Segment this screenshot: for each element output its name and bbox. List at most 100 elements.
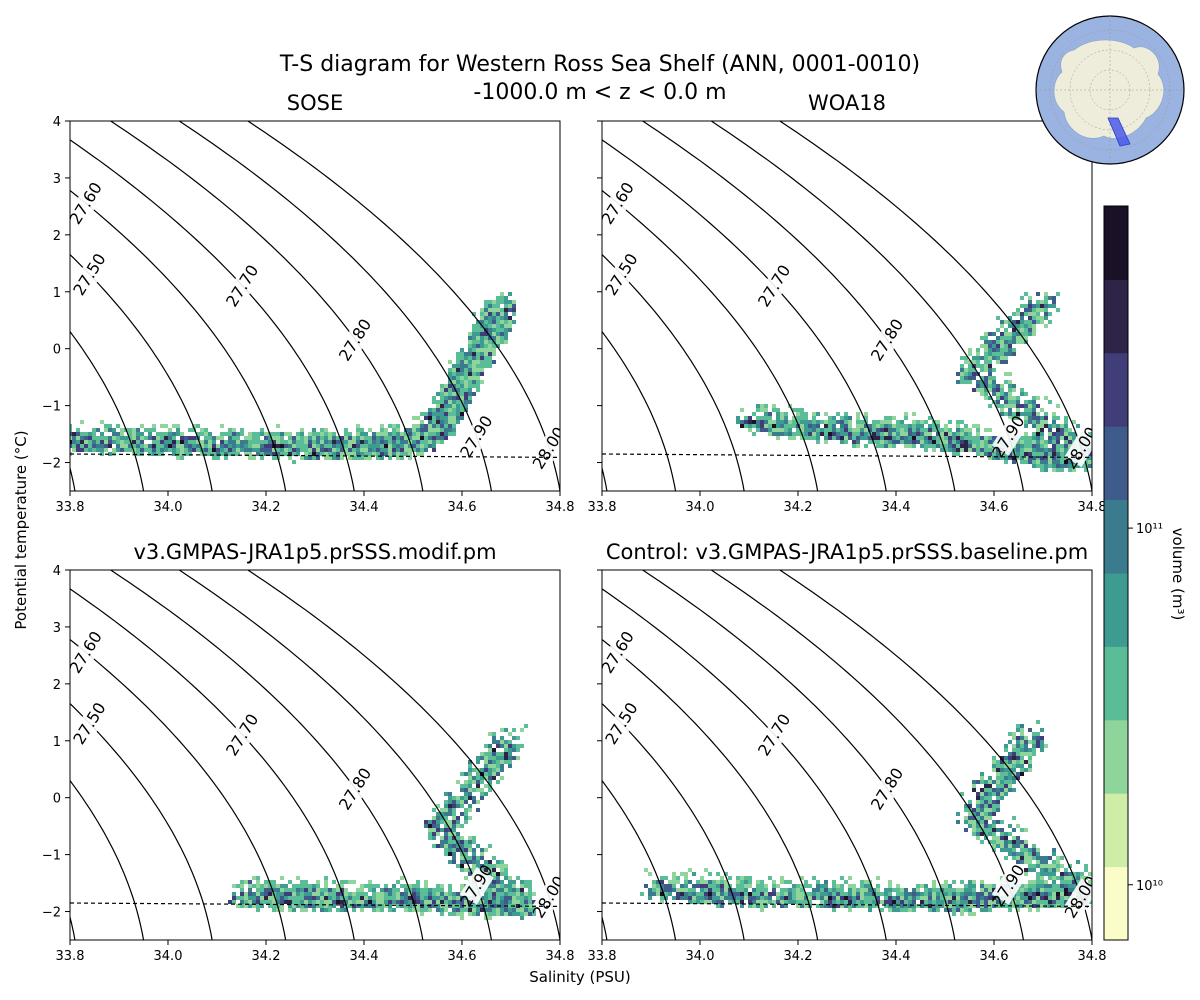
heatmap-cell (164, 440, 168, 444)
heatmap-cell (844, 428, 848, 432)
heatmap-cell (204, 448, 208, 452)
heatmap-cell (70, 440, 72, 444)
heatmap-cell (440, 416, 444, 420)
heatmap-cell (356, 428, 360, 432)
heatmap-cell (484, 300, 488, 304)
heatmap-cell (120, 432, 124, 436)
heatmap-cell (152, 440, 156, 444)
heatmap-cell (308, 452, 312, 456)
heatmap-cell (428, 420, 432, 424)
heatmap-cell (908, 424, 912, 428)
heatmap-cell (796, 424, 800, 428)
heatmap-cell (508, 308, 512, 312)
heatmap-cell (908, 436, 912, 440)
heatmap-cell (496, 340, 500, 344)
heatmap-cell (928, 440, 932, 444)
heatmap-cell (932, 448, 936, 452)
heatmap-cell (188, 448, 192, 452)
heatmap-cell (860, 432, 864, 436)
heatmap-cell (240, 432, 244, 436)
heatmap-cell (988, 444, 992, 448)
heatmap-cell (880, 428, 884, 432)
heatmap-cell (812, 420, 816, 424)
heatmap-cell (304, 444, 308, 448)
heatmap-cell (476, 368, 480, 372)
heatmap-cell (416, 440, 420, 444)
heatmap-cell (372, 432, 376, 436)
heatmap-cell (336, 444, 340, 448)
heatmap-cell (756, 420, 760, 424)
heatmap-cell (784, 416, 788, 420)
heatmap-cell (356, 448, 360, 452)
y-tick-label: 0 (53, 343, 61, 358)
heatmap-cell (968, 440, 972, 444)
heatmap-cell (188, 428, 192, 432)
heatmap-cell (132, 436, 136, 440)
heatmap-cell (1040, 440, 1044, 444)
heatmap-cell (156, 440, 160, 444)
heatmap-cell (316, 448, 320, 452)
heatmap-cell (452, 432, 456, 436)
heatmap-cell (344, 444, 348, 448)
heatmap-cell (972, 424, 976, 428)
heatmap-cell (356, 440, 360, 444)
heatmap-cell (1052, 452, 1056, 456)
heatmap-cell (948, 432, 952, 436)
heatmap-cell (332, 456, 336, 460)
heatmap-cell (328, 444, 332, 448)
heatmap-cell (456, 352, 460, 356)
heatmap-cell (276, 444, 280, 448)
heatmap-cell (148, 428, 152, 432)
heatmap-cell (284, 432, 288, 436)
heatmap-cell (464, 368, 468, 372)
heatmap-cell (812, 428, 816, 432)
heatmap-cell (376, 440, 380, 444)
heatmap-cell (876, 420, 880, 424)
heatmap-cell (472, 364, 476, 368)
heatmap-cell (800, 436, 804, 440)
heatmap-cell (872, 436, 876, 440)
heatmap-cell (868, 428, 872, 432)
heatmap-cell (456, 404, 460, 408)
heatmap-cell (392, 432, 396, 436)
heatmap-cell (484, 316, 488, 320)
heatmap-cell (1060, 468, 1064, 472)
heatmap-cell (384, 444, 388, 448)
freezing-line (70, 453, 560, 459)
heatmap-cell (496, 316, 500, 320)
heatmap-cell (444, 416, 448, 420)
heatmap-cell (872, 420, 876, 424)
heatmap-cell (436, 424, 440, 428)
heatmap-cell (296, 444, 300, 448)
contour-label: 27.70 (222, 261, 262, 310)
heatmap-cell (860, 436, 864, 440)
heatmap-cell (380, 436, 384, 440)
heatmap-cell (436, 392, 440, 396)
heatmap-cell (828, 432, 832, 436)
heatmap-cell (772, 404, 776, 408)
heatmap-cell (948, 436, 952, 440)
heatmap-cell (508, 292, 512, 296)
heatmap-cell (848, 420, 852, 424)
heatmap-cell (824, 436, 828, 440)
heatmap-cell (872, 424, 876, 428)
heatmap-cell (740, 420, 744, 424)
heatmap-cell (812, 412, 816, 416)
heatmap-cell (1036, 452, 1040, 456)
heatmap-cell (240, 440, 244, 444)
heatmap-cell (224, 440, 228, 444)
heatmap-cell (164, 436, 168, 440)
heatmap-cell (308, 448, 312, 452)
heatmap-cell (392, 428, 396, 432)
heatmap-cell (72, 448, 76, 452)
heatmap-cell (1040, 448, 1044, 452)
heatmap-cell (320, 444, 324, 448)
heatmap-cell (300, 448, 304, 452)
heatmap-cell (480, 372, 484, 376)
heatmap-cell (444, 424, 448, 428)
heatmap-cell (496, 324, 500, 328)
heatmap-cell (856, 420, 860, 424)
heatmap-cell (376, 436, 380, 440)
heatmap-cell (176, 432, 180, 436)
heatmap-cell (876, 428, 880, 432)
